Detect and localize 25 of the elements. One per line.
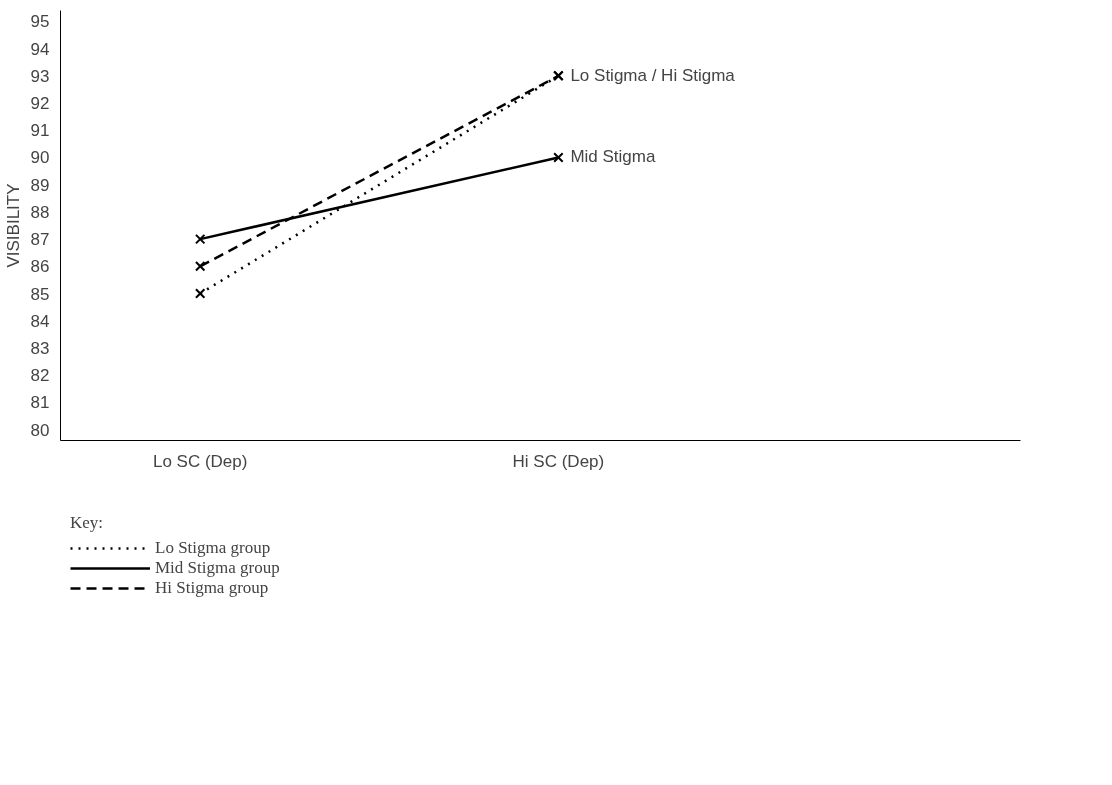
y-tick-label: 84 (30, 311, 50, 331)
legend-label: Lo Stigma group (155, 538, 271, 558)
y-axis-title: VISIBILITY (3, 183, 23, 268)
y-tick-label: 88 (30, 202, 50, 222)
y-tick-label: 81 (30, 393, 50, 413)
y-tick-label: 82 (30, 366, 50, 386)
y-tick-label: 86 (30, 257, 50, 277)
annotation: Mid Stigma (570, 147, 656, 167)
y-tick-label: 91 (30, 121, 50, 141)
y-tick-label: 83 (30, 338, 50, 358)
x-tick-label: Hi SC (Dep) (512, 451, 605, 471)
y-tick-label: 92 (30, 94, 50, 114)
y-tick-label: 94 (30, 39, 50, 59)
legend-label: Hi Stigma group (155, 578, 269, 598)
y-tick-label: 89 (30, 175, 50, 195)
y-tick-label: 95 (30, 12, 50, 32)
y-tick-label: 87 (30, 230, 50, 250)
annotation: Lo Stigma / Hi Stigma (570, 65, 736, 85)
legend-label: Mid Stigma group (155, 558, 280, 578)
y-tick-label: 93 (30, 66, 50, 86)
x-tick-label: Lo SC (Dep) (152, 451, 248, 471)
y-tick-label: 80 (30, 420, 50, 440)
y-tick-label: 90 (30, 148, 50, 168)
legend-title: Key: (70, 513, 105, 533)
y-tick-label: 85 (30, 284, 50, 304)
